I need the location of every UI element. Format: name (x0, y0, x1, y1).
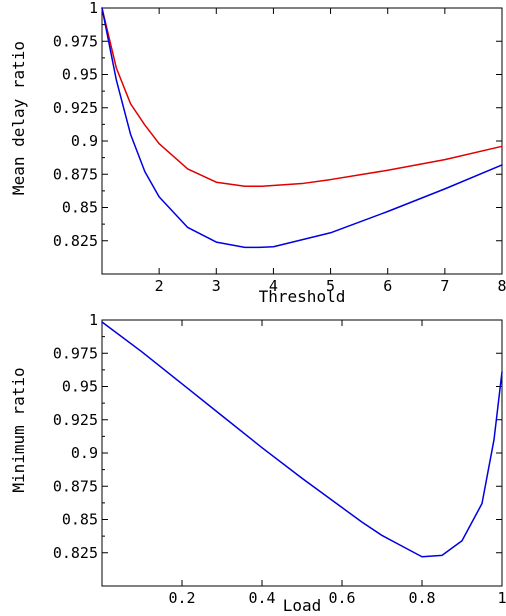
x-tick-label: 4 (269, 277, 278, 295)
y-tick-label: 0.9 (71, 444, 98, 462)
y-tick-label: 0.925 (53, 99, 98, 117)
x-ticks: 0.2 0.4 0.6 0.8 1 (168, 320, 506, 607)
x-tick-label: 7 (440, 277, 449, 295)
x-tick-label: 0.4 (248, 589, 275, 607)
x-tick-label: 2 (155, 277, 164, 295)
x-tick-label: 0.2 (168, 589, 195, 607)
x-tick-label: 5 (326, 277, 335, 295)
x-axis-label: Load (283, 596, 322, 615)
x-ticks: 2 3 4 5 6 7 8 (155, 8, 506, 295)
y-tick-label: 1 (89, 311, 98, 329)
x-tick-label: 1 (497, 589, 506, 607)
y-ticks: 0.825 0.85 0.875 0.9 0.925 0.95 0.975 1 (53, 0, 502, 250)
x-tick-label: 0.8 (408, 589, 435, 607)
x-tick-label: 8 (497, 277, 506, 295)
y-tick-label: 0.875 (53, 165, 98, 183)
x-tick-label: 3 (212, 277, 221, 295)
plot-frame (101, 7, 503, 275)
y-tick-label: 0.825 (53, 232, 98, 250)
y-tick-label: 1 (89, 0, 98, 17)
x-tick-label: 0.6 (328, 589, 355, 607)
x-tick-label: 6 (383, 277, 392, 295)
plot-frame (101, 319, 503, 587)
mean-delay-ratio-chart: 2 3 4 5 6 7 8 0.825 0.85 0.875 0.9 0.925 0.95 0.975 1… (9, 0, 506, 306)
y-tick-label: 0.875 (53, 477, 98, 495)
y-tick-label: 0.925 (53, 411, 98, 429)
series-line-1 (101, 7, 503, 249)
y-tick-label: 0.95 (62, 66, 98, 84)
series-lines (101, 321, 503, 558)
y-tick-label: 0.975 (53, 344, 98, 362)
y-tick-label: 0.9 (71, 132, 98, 150)
minimum-ratio-chart: 0.2 0.4 0.6 0.8 1 0.825 0.85 0.875 0.9 0.925 0.95… (9, 311, 506, 615)
series-line-0 (101, 7, 503, 187)
series-line-0 (101, 321, 503, 558)
y-ticks: 0.825 0.85 0.875 0.9 0.925 0.95 0.975 1 (53, 311, 502, 562)
y-tick-label: 0.975 (53, 32, 98, 50)
y-tick-label: 0.95 (62, 378, 98, 396)
y-axis-label: Minimum ratio (9, 367, 28, 492)
y-axis-label: Mean delay ratio (9, 41, 28, 195)
y-tick-label: 0.85 (62, 511, 98, 529)
series-lines (101, 7, 503, 249)
y-tick-label: 0.825 (53, 544, 98, 562)
x-axis-label: Threshold (259, 287, 346, 306)
y-tick-label: 0.85 (62, 199, 98, 217)
